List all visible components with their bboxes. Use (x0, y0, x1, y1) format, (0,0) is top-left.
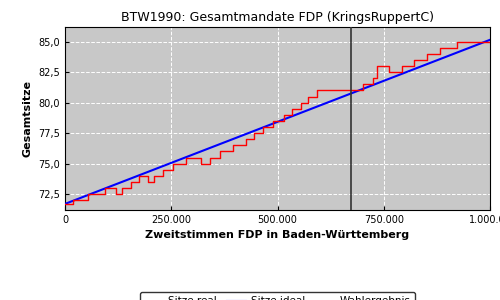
Sitze real (487, 40, 493, 44)
Line: Sitze real: Sitze real (65, 42, 490, 204)
Sitze real (160, 168, 166, 172)
Y-axis label: Gesamtsitze: Gesamtsitze (22, 80, 32, 157)
Sitze real (360, 82, 366, 86)
Sitze real (437, 52, 443, 56)
Sitze real (70, 198, 75, 202)
Sitze real (281, 113, 287, 117)
Sitze real (242, 137, 248, 141)
Sitze real (62, 202, 68, 206)
Sitze real (454, 40, 460, 44)
X-axis label: Zweitstimmen FDP in Baden-Württemberg: Zweitstimmen FDP in Baden-Württemberg (146, 230, 410, 240)
Legend: Sitze real, Sitze ideal, Wahlergebnis: Sitze real, Sitze ideal, Wahlergebnis (140, 292, 415, 300)
Title: BTW1990: Gesamtmandate FDP (KringsRuppertC): BTW1990: Gesamtmandate FDP (KringsRupper… (121, 11, 434, 24)
